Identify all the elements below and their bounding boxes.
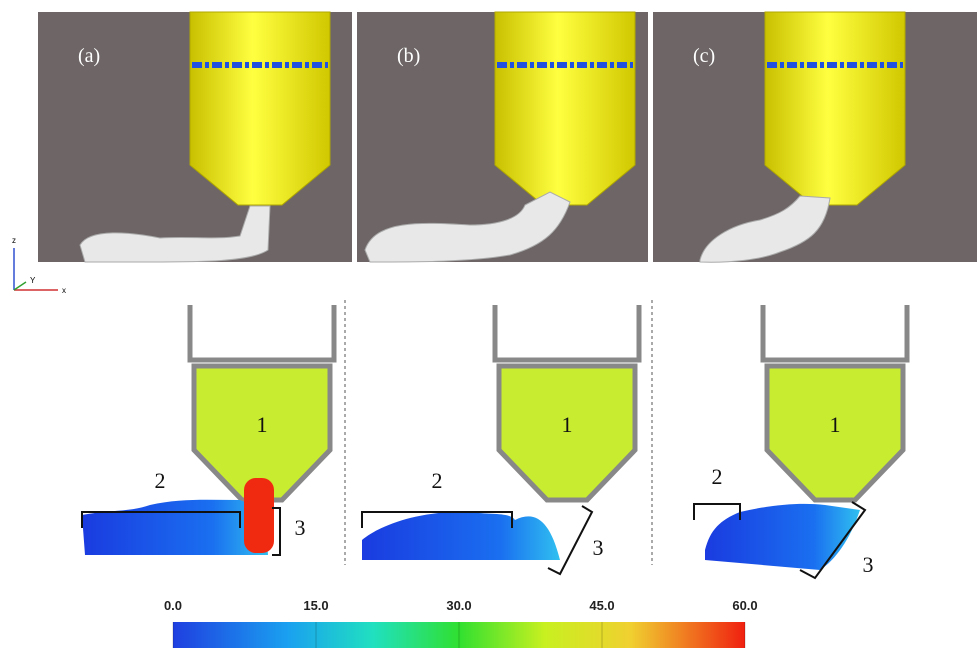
colorbar-tick-label: 15.0 (303, 598, 328, 613)
nozzle-wall (495, 305, 639, 360)
nozzle-wall (763, 305, 907, 360)
page: {"panels":[{"label":"(a)","regions":["1"… (0, 0, 977, 648)
colorbar-tick-label: 60.0 (732, 598, 757, 613)
region-label: 3 (863, 552, 874, 577)
axis-label: z (12, 236, 16, 245)
bracket (548, 506, 592, 574)
panel-label: (b) (397, 45, 420, 67)
region-label: 2 (432, 468, 443, 493)
region-label: 1 (257, 412, 268, 437)
nozzle-body (495, 12, 635, 205)
panel-label: (a) (78, 45, 100, 67)
region-label: 3 (593, 535, 604, 560)
axis-label: Y (30, 276, 36, 285)
nozzle-body (190, 12, 330, 205)
region-label: 3 (295, 515, 306, 540)
nozzle-body (765, 12, 905, 205)
region-label: 1 (562, 412, 573, 437)
colorbar-tick-label: 45.0 (589, 598, 614, 613)
colorbar-tick-label: 0.0 (164, 598, 182, 613)
hot-zone (244, 478, 274, 553)
figure: z Y x (a)(b)(c)1231231230.015.030.045.06… (0, 0, 977, 648)
axis-label: x (62, 286, 66, 295)
nozzle-wall (190, 305, 334, 360)
deposit (705, 504, 860, 570)
region-label: 2 (155, 468, 166, 493)
region-label: 2 (712, 464, 723, 489)
region-label: 1 (830, 412, 841, 437)
panel-label: (c) (693, 45, 715, 67)
colorbar-tick-label: 30.0 (446, 598, 471, 613)
deposit (362, 512, 560, 560)
